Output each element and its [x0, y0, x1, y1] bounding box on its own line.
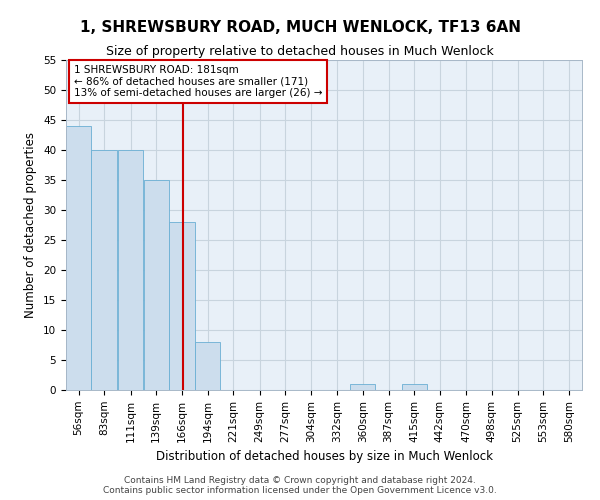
Bar: [402, 384, 427, 390]
Text: Size of property relative to detached houses in Much Wenlock: Size of property relative to detached ho…: [106, 45, 494, 58]
X-axis label: Distribution of detached houses by size in Much Wenlock: Distribution of detached houses by size …: [155, 450, 493, 463]
Bar: [169, 222, 195, 390]
Y-axis label: Number of detached properties: Number of detached properties: [25, 132, 37, 318]
Bar: [118, 150, 143, 390]
Text: Contains HM Land Registry data © Crown copyright and database right 2024.
Contai: Contains HM Land Registry data © Crown c…: [103, 476, 497, 495]
Bar: [195, 342, 220, 390]
Text: 1 SHREWSBURY ROAD: 181sqm
← 86% of detached houses are smaller (171)
13% of semi: 1 SHREWSBURY ROAD: 181sqm ← 86% of detac…: [74, 65, 322, 98]
Bar: [350, 384, 375, 390]
Bar: [91, 150, 117, 390]
Bar: [144, 180, 169, 390]
Bar: [66, 126, 91, 390]
Text: 1, SHREWSBURY ROAD, MUCH WENLOCK, TF13 6AN: 1, SHREWSBURY ROAD, MUCH WENLOCK, TF13 6…: [79, 20, 521, 35]
